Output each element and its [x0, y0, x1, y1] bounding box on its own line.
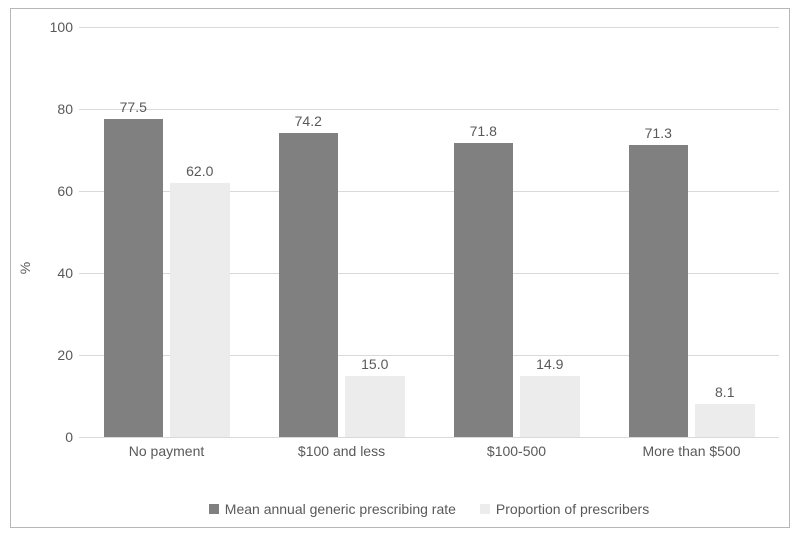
legend-swatch: [209, 504, 219, 514]
y-tick-label: 0: [33, 429, 73, 445]
legend-item: Mean annual generic prescribing rate: [209, 501, 456, 517]
legend-label: Proportion of prescribers: [496, 501, 649, 517]
bar: [345, 376, 405, 438]
bar-value-label: 71.8: [453, 123, 513, 139]
bar-value-label: 15.0: [345, 356, 405, 372]
bar: [104, 119, 164, 437]
bar: [279, 133, 339, 437]
bar-value-label: 62.0: [170, 163, 230, 179]
y-tick-label: 20: [33, 347, 73, 363]
y-tick-label: 100: [33, 19, 73, 35]
category-label: $100-500: [487, 443, 546, 459]
chart-container: % 77.5 62.0 74.2 15.0 71.8 14.9 71.3 8.1 Mean a…: [10, 8, 790, 528]
plot-area: 77.5 62.0 74.2 15.0 71.8 14.9 71.3 8.1: [79, 27, 779, 438]
y-tick-label: 60: [33, 183, 73, 199]
legend: Mean annual generic prescribing rate Prop…: [79, 501, 779, 517]
legend-label: Mean annual generic prescribing rate: [225, 501, 456, 517]
category-label: No payment: [129, 443, 204, 459]
bar-value-label: 14.9: [520, 356, 580, 372]
gridline: [79, 27, 779, 28]
bar: [170, 183, 230, 437]
legend-item: Proportion of prescribers: [480, 501, 649, 517]
bar-value-label: 71.3: [628, 125, 688, 141]
bar: [454, 143, 514, 437]
bar: [629, 145, 689, 437]
bar: [695, 404, 755, 437]
bar-value-label: 74.2: [278, 113, 338, 129]
category-label: $100 and less: [298, 443, 385, 459]
y-axis-title: %: [17, 262, 33, 274]
bar-value-label: 8.1: [695, 384, 755, 400]
y-tick-label: 40: [33, 265, 73, 281]
category-label: More than $500: [642, 443, 740, 459]
y-tick-label: 80: [33, 101, 73, 117]
legend-swatch: [480, 504, 490, 514]
bar: [520, 376, 580, 437]
gridline: [79, 109, 779, 110]
bar-value-label: 77.5: [103, 99, 163, 115]
